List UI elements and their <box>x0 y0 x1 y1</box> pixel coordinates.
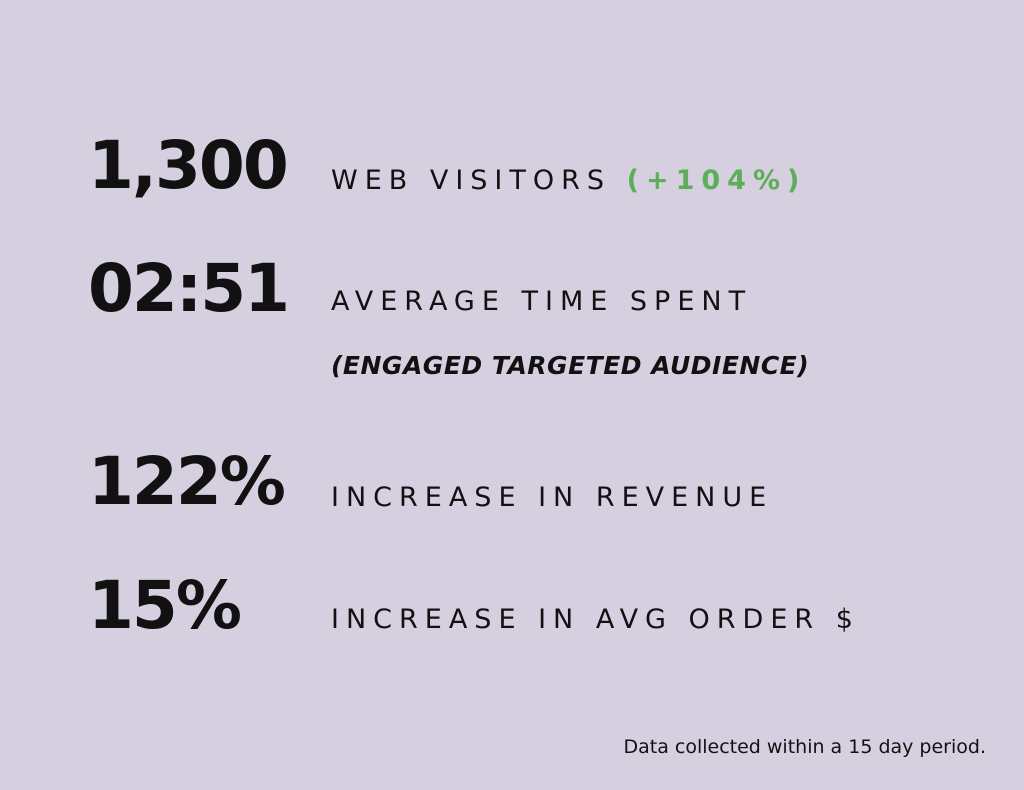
web-visitors-label: WEB VISITORS <box>331 165 612 196</box>
web-visitors-change: (+104%) <box>626 165 807 196</box>
average-time-label: AVERAGE TIME SPENT <box>331 286 753 317</box>
average-time-sublabel: (ENGAGED TARGETED AUDIENCE) <box>331 351 810 380</box>
footnote: Data collected within a 15 day period. <box>623 736 986 758</box>
avg-order-increase-value: 15% <box>88 567 242 644</box>
revenue-increase-label: INCREASE IN REVENUE <box>331 482 774 513</box>
average-time-value: 02:51 <box>88 250 290 327</box>
web-visitors-label-wrapper: WEB VISITORS (+104%) <box>331 167 806 194</box>
web-visitors-value: 1,300 <box>88 127 289 204</box>
avg-order-increase-label: INCREASE IN AVG ORDER $ <box>331 604 860 635</box>
revenue-increase-value: 122% <box>88 443 286 520</box>
